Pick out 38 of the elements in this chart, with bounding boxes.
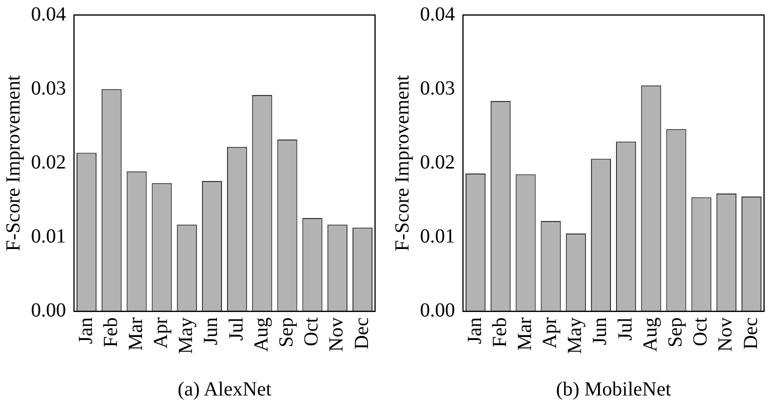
- y-tick-label: 0.02: [31, 151, 66, 174]
- x-tick-label: Oct: [300, 316, 323, 346]
- x-tick-label: Jun: [589, 317, 612, 346]
- x-tick-label: Apr: [539, 317, 562, 348]
- x-tick-label: Nov: [326, 317, 348, 352]
- x-tick-label: May: [564, 317, 586, 354]
- x-tick-label: Jul: [225, 316, 248, 341]
- x-tick-label: May: [175, 317, 198, 354]
- x-axis-title: (b) MobileNet: [556, 378, 672, 400]
- x-axis-title: (a) AlexNet: [178, 378, 272, 400]
- x-tick-label: Sep: [664, 317, 686, 348]
- x-tick-label: Jul: [614, 316, 636, 341]
- x-tick-label: Dec: [740, 317, 762, 350]
- y-tick-label: 0.04: [420, 3, 455, 26]
- x-tick-label: Sep: [275, 317, 298, 348]
- y-tick-label: 0.03: [420, 77, 455, 100]
- y-axis-title: F-Score Improvement: [2, 74, 24, 252]
- x-tick-label: Aug: [639, 317, 662, 352]
- y-tick-label: 0.00: [420, 300, 455, 322]
- x-tick-label: Feb: [488, 317, 511, 348]
- y-tick-label: 0.03: [31, 77, 66, 100]
- y-tick-label: 0.04: [31, 3, 66, 26]
- y-tick-label: 0.01: [31, 226, 66, 248]
- x-tick-label: Mar: [124, 317, 147, 351]
- x-tick-label: Jun: [200, 317, 222, 346]
- y-tick-label: 0.02: [420, 151, 455, 174]
- x-tick-label: Apr: [150, 317, 172, 348]
- y-tick-label: 0.00: [31, 300, 66, 322]
- x-tick-label: Nov: [714, 317, 737, 352]
- x-tick-label: Jan: [74, 317, 97, 344]
- x-tick-label: Oct: [690, 316, 712, 346]
- y-tick-label: 0.01: [420, 226, 455, 248]
- x-tick-label: Dec: [350, 317, 373, 350]
- x-tick-label: Aug: [250, 317, 272, 352]
- x-tick-label: Feb: [100, 317, 122, 348]
- y-axis-title: F-Score Improvement: [391, 74, 414, 252]
- x-tick-label: Jan: [464, 317, 486, 344]
- x-tick-label: Mar: [514, 317, 536, 351]
